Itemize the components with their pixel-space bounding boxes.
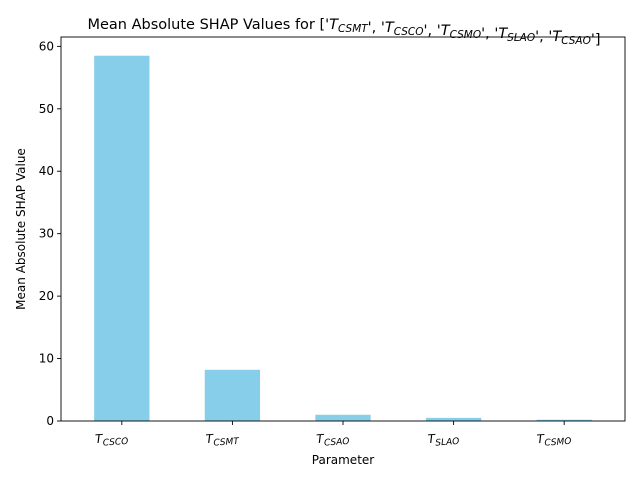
y-tick-label: 50 [39,102,54,116]
bars-group [94,55,592,421]
x-tick-label: TCSMT [205,430,240,449]
x-tick-label: TCSMO [536,430,571,449]
x-tick-label: TCSAO [316,430,350,449]
y-tick-label: 20 [39,289,54,303]
bar-csco [94,55,150,421]
y-axis-label: Mean Absolute SHAP Value [14,148,28,310]
y-tick-label: 10 [39,352,54,366]
bar-slao [425,417,482,421]
bar-csao [315,414,371,421]
y-axis: 0 10 20 30 40 50 60 [39,39,61,428]
bar-csmt [204,369,261,421]
x-axis-label: Parameter [312,453,374,467]
y-tick-label: 60 [39,39,54,53]
y-tick-label: 40 [39,164,54,178]
y-tick-label: 0 [46,414,54,428]
x-axis: TCSCO TCSMT TCSAO TSLAO TCSMO [95,421,572,449]
bar-csmo [536,419,592,421]
x-tick-label: TSLAO [427,430,459,449]
y-tick-label: 30 [39,227,54,241]
chart-title: Mean Absolute SHAP Values for ['TCSMT', … [87,17,600,48]
x-tick-label: TCSCO [95,430,129,449]
